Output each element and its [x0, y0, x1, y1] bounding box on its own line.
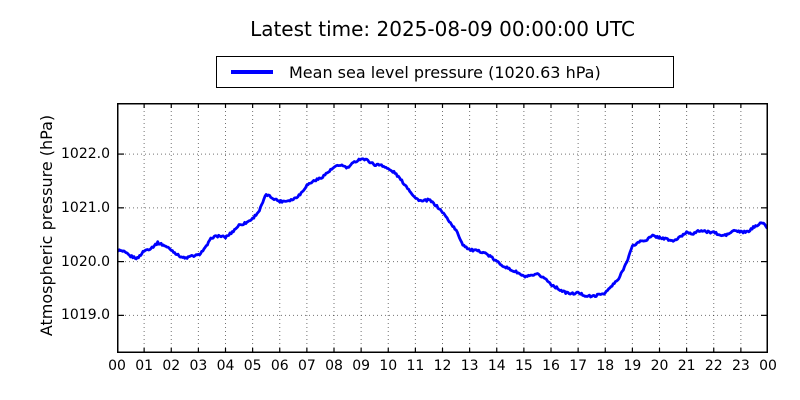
x-tick-label: 22: [704, 358, 723, 374]
legend-line-swatch: [231, 70, 273, 74]
x-tick-label: 08: [325, 358, 343, 374]
x-tick-label: 23: [731, 358, 750, 374]
y-tick-label: 1021.0: [61, 199, 110, 216]
plot-area: [115, 103, 770, 353]
x-tick-label: 15: [514, 358, 533, 374]
axes-frame: [117, 103, 768, 353]
y-tick-label: 1019.0: [61, 307, 110, 324]
x-tick-label: 01: [135, 358, 154, 374]
pressure-line: [115, 157, 770, 299]
x-tick-label: 18: [596, 358, 615, 374]
x-tick-label: 12: [433, 358, 452, 374]
x-tick-label: 11: [406, 358, 425, 374]
x-tick-label: 19: [623, 358, 642, 374]
x-tick-label: 10: [379, 358, 398, 374]
legend-label: Mean sea level pressure (1020.63 hPa): [289, 62, 601, 82]
x-tick-label: 21: [677, 358, 696, 374]
x-tick-label: 04: [216, 358, 235, 374]
x-tick-label: 17: [569, 358, 588, 374]
x-tick-label: 09: [352, 358, 371, 374]
x-tick-label: 16: [542, 358, 560, 374]
x-tick-label: 07: [297, 358, 316, 374]
chart-canvas: [115, 103, 770, 353]
y-tick-label: 1022.0: [61, 146, 110, 163]
x-tick-label: 00: [108, 358, 126, 374]
y-tick-label: 1020.0: [61, 253, 110, 270]
x-tick-label: 03: [189, 358, 208, 374]
x-tick-label: 14: [487, 358, 506, 374]
x-tick-label: 05: [243, 358, 262, 374]
x-tick-label: 06: [270, 358, 289, 374]
x-tick-label: 02: [162, 358, 181, 374]
x-tick-label: 20: [650, 358, 669, 374]
x-tick-label: 00: [759, 358, 777, 374]
chart-title: Latest time: 2025-08-09 00:00:00 UTC: [250, 17, 635, 41]
legend: Mean sea level pressure (1020.63 hPa): [216, 56, 674, 88]
x-tick-label: 13: [460, 358, 479, 374]
